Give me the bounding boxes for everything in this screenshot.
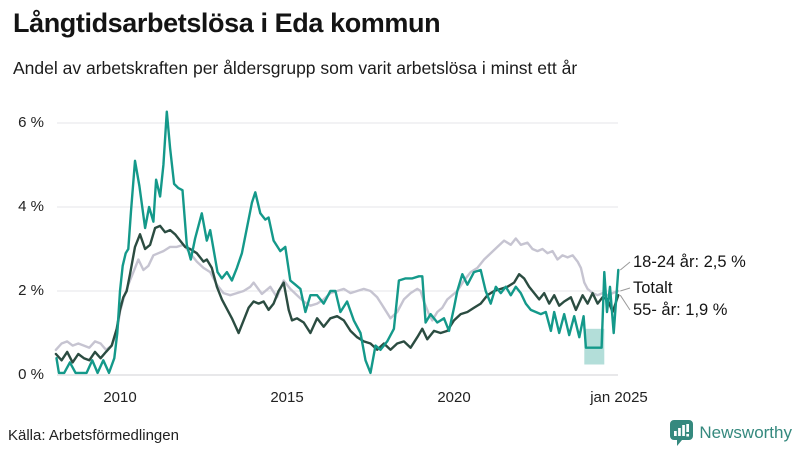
y-axis-tick: 0 % xyxy=(18,366,44,383)
series-end-label-55: 55- år: 1,9 % xyxy=(633,301,728,319)
x-axis-tick: 2010 xyxy=(103,389,137,406)
series-line-totalt xyxy=(54,237,620,351)
brand-name: Newsworthy xyxy=(699,423,792,442)
y-axis-tick: 4 % xyxy=(18,198,44,215)
series-line-55-ar xyxy=(54,224,620,364)
source-note: Källa: Arbetsförmedlingen xyxy=(8,427,179,444)
page-subtitle: Andel av arbetskraften per åldersgrupp s… xyxy=(13,58,578,78)
series-line-18-24-ar xyxy=(55,110,620,375)
label-connector-line xyxy=(620,287,631,292)
y-axis-tick: 6 % xyxy=(18,114,44,131)
x-axis-tick: jan 2025 xyxy=(590,389,648,406)
brand-logo: Newsworthy xyxy=(670,420,792,446)
series-end-label-18-24: 18-24 år: 2,5 % xyxy=(633,253,746,271)
newsworthy-icon xyxy=(670,420,694,446)
label-connector-line xyxy=(619,294,631,311)
label-connector-line xyxy=(619,261,631,271)
x-axis-tick: 2015 xyxy=(270,389,304,406)
series-end-label-totalt: Totalt xyxy=(633,279,673,297)
y-axis-tick: 2 % xyxy=(18,282,44,299)
x-axis-tick: 2020 xyxy=(437,389,471,406)
page-title: Långtidsarbetslösa i Eda kommun xyxy=(13,8,441,38)
